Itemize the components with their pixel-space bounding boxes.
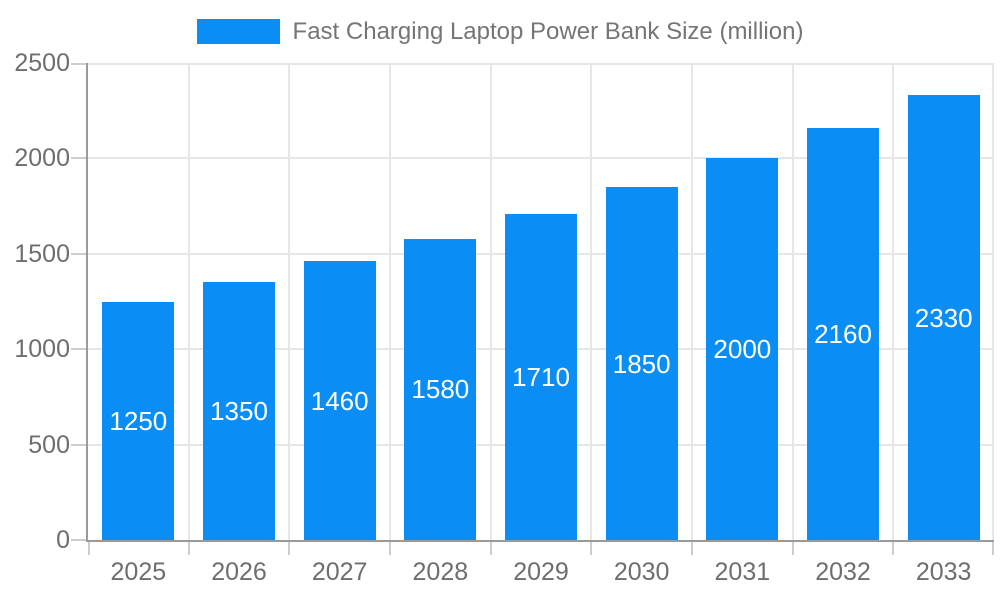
x-tick-label-2025: 2025 (110, 558, 167, 586)
x-tick-label-2026: 2026 (211, 558, 267, 586)
gridline-vertical (791, 63, 794, 540)
gridline-vertical (992, 63, 994, 540)
x-tick-mark (288, 542, 291, 555)
y-tick-mark (71, 157, 86, 160)
x-tick-label-2031: 2031 (714, 558, 771, 586)
bar-2025[interactable] (102, 301, 175, 540)
y-tick-mark (71, 348, 86, 351)
x-tick-mark (992, 542, 994, 555)
bar-value-label-2033: 2330 (914, 302, 973, 333)
gridline-horizontal (88, 157, 994, 160)
x-tick-mark (590, 542, 593, 555)
chart-legend[interactable]: Fast Charging Laptop Power Bank Size (mi… (0, 19, 1000, 44)
y-tick-label: 2500 (14, 49, 70, 77)
x-tick-label-2027: 2027 (311, 558, 368, 586)
y-tick-label: 1000 (14, 335, 70, 364)
bar-value-label-2032: 2160 (814, 318, 872, 349)
bar-value-label-2027: 1460 (310, 385, 369, 416)
x-tick-mark (389, 542, 391, 555)
x-tick-mark (892, 542, 895, 555)
y-tick-label: 500 (28, 430, 70, 459)
bar-2027[interactable] (303, 261, 376, 540)
legend-label: Fast Charging Laptop Power Bank Size (mi… (292, 18, 804, 45)
x-tick-mark (187, 542, 190, 555)
bar-value-label-2031: 2000 (713, 334, 772, 365)
x-tick-mark (791, 542, 794, 555)
legend-color-swatch (196, 19, 280, 44)
gridline-vertical (187, 63, 190, 540)
bar-value-label-2028: 1580 (411, 374, 470, 405)
x-tick-mark (88, 542, 90, 555)
x-tick-label-2033: 2033 (915, 558, 972, 586)
bar-2032[interactable] (807, 127, 879, 540)
gridline-vertical (489, 63, 492, 540)
y-tick-mark (71, 63, 86, 65)
plot-area: 1250 1350 1460 1580 1710 1850 2000 2160 2330 (71, 63, 994, 555)
bar-2033[interactable] (907, 95, 980, 540)
gridline-vertical (691, 63, 693, 540)
y-tick-label: 2000 (14, 144, 70, 173)
y-tick-mark (71, 443, 86, 446)
bar-2029[interactable] (505, 213, 577, 540)
gridline-vertical (590, 63, 593, 540)
y-tick-mark (71, 252, 86, 255)
bar-2026[interactable] (203, 282, 275, 540)
bar-2031[interactable] (706, 158, 779, 540)
x-tick-label-2029: 2029 (513, 558, 569, 586)
gridline-vertical (892, 63, 895, 540)
y-tick-label: 1500 (14, 239, 70, 268)
x-tick-mark (489, 542, 492, 555)
bar-2028[interactable] (404, 238, 477, 540)
bar-2030[interactable] (605, 187, 678, 540)
gridline-vertical (288, 63, 291, 540)
bar-value-label-2026: 1350 (210, 396, 268, 427)
y-axis-labels: 0 500 1000 1500 2000 2500 (0, 0, 70, 600)
x-tick-label-2032: 2032 (815, 558, 871, 586)
y-tick-label: 0 (56, 526, 70, 554)
bar-value-label-2025: 1250 (109, 405, 168, 436)
bar-value-label-2029: 1710 (512, 361, 570, 392)
x-tick-label-2030: 2030 (613, 558, 670, 586)
gridline-vertical (389, 63, 391, 540)
bar-value-label-2030: 1850 (612, 348, 671, 379)
y-tick-mark (71, 539, 86, 541)
x-tick-label-2028: 2028 (412, 558, 469, 586)
x-tick-mark (691, 542, 693, 555)
gridline-horizontal (88, 63, 994, 65)
